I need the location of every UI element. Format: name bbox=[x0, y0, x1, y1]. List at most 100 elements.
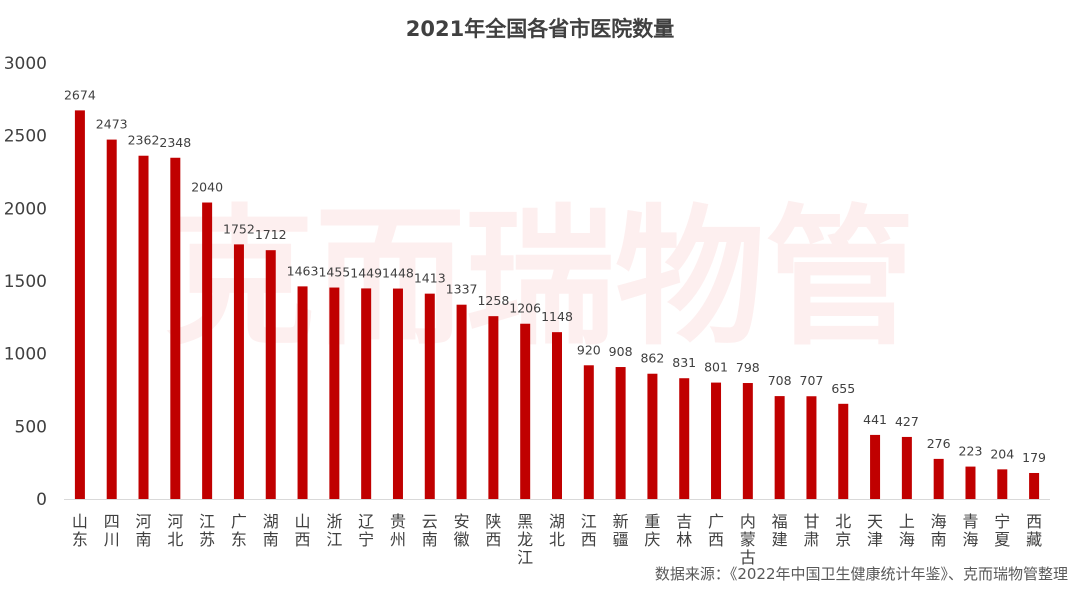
x-tick-label: 湖北 bbox=[549, 512, 565, 549]
data-label: 276 bbox=[927, 436, 951, 451]
x-tick-label: 上海 bbox=[899, 512, 915, 549]
bars bbox=[74, 110, 1040, 500]
x-tick-label: 广东 bbox=[231, 512, 247, 549]
bar bbox=[265, 250, 276, 499]
bar bbox=[138, 155, 149, 500]
x-tick-label: 湖南 bbox=[263, 512, 279, 549]
data-label: 1206 bbox=[509, 301, 541, 316]
source-note: 数据来源：《2022年中国卫生健康统计年鉴》、克而瑞物管整理 bbox=[655, 565, 1068, 583]
x-axis-labels: 山东四川河南河北江苏广东湖南山西浙江辽宁贵州云南安徽陕西黑龙江湖北江西新疆重庆吉… bbox=[72, 512, 1042, 567]
x-tick-label: 青海 bbox=[962, 512, 978, 549]
data-label: 1413 bbox=[414, 271, 446, 286]
bar bbox=[1029, 472, 1040, 499]
bar bbox=[615, 367, 626, 499]
data-label: 798 bbox=[736, 360, 760, 375]
data-label: 1455 bbox=[318, 265, 350, 280]
bar bbox=[965, 466, 976, 499]
bar bbox=[74, 110, 85, 500]
y-tick-label: 2000 bbox=[4, 199, 47, 219]
x-tick-label: 内蒙古 bbox=[740, 512, 756, 567]
x-tick-label: 安徽 bbox=[454, 512, 470, 549]
x-tick-label: 浙江 bbox=[326, 512, 342, 549]
data-label: 2473 bbox=[96, 117, 128, 132]
data-label: 1258 bbox=[477, 293, 509, 308]
x-tick-label: 四川 bbox=[104, 512, 120, 549]
data-label: 427 bbox=[895, 414, 919, 429]
x-tick-label: 辽宁 bbox=[358, 512, 374, 549]
bar bbox=[233, 244, 244, 499]
bar bbox=[106, 139, 117, 499]
data-label: 2674 bbox=[64, 87, 96, 102]
y-tick-label: 2500 bbox=[4, 127, 47, 147]
x-tick-label: 河北 bbox=[167, 512, 183, 549]
x-tick-label: 山东 bbox=[72, 512, 88, 549]
x-tick-label: 甘肃 bbox=[803, 512, 819, 549]
x-tick-label: 宁夏 bbox=[994, 512, 1010, 549]
bar bbox=[392, 288, 403, 499]
data-label: 441 bbox=[863, 412, 887, 427]
bar bbox=[583, 365, 594, 499]
data-label: 2348 bbox=[159, 135, 191, 150]
bar bbox=[424, 293, 435, 499]
y-tick-label: 1500 bbox=[4, 272, 47, 292]
data-label: 920 bbox=[577, 342, 601, 357]
data-label: 223 bbox=[959, 444, 983, 459]
x-tick-label: 广西 bbox=[708, 512, 724, 549]
bar bbox=[742, 383, 753, 499]
x-tick-label: 云南 bbox=[422, 512, 438, 549]
x-tick-label: 黑龙江 bbox=[517, 512, 533, 567]
bar bbox=[838, 403, 849, 499]
x-tick-label: 北京 bbox=[835, 512, 851, 549]
data-label: 1448 bbox=[382, 266, 414, 281]
bar bbox=[170, 157, 181, 500]
bar bbox=[488, 316, 499, 499]
x-tick-label: 陕西 bbox=[485, 512, 501, 549]
bar bbox=[361, 288, 372, 499]
x-tick-label: 新疆 bbox=[613, 512, 629, 549]
bar bbox=[520, 323, 531, 499]
bar bbox=[202, 202, 213, 499]
bar bbox=[647, 373, 658, 499]
data-label: 1463 bbox=[287, 263, 319, 278]
x-tick-label: 贵州 bbox=[390, 512, 406, 549]
bar bbox=[901, 436, 912, 499]
data-label: 831 bbox=[672, 355, 696, 370]
x-tick-label: 江苏 bbox=[199, 512, 215, 549]
x-tick-label: 西藏 bbox=[1026, 512, 1042, 549]
bar bbox=[297, 286, 308, 499]
data-label: 179 bbox=[1022, 450, 1046, 465]
bar bbox=[552, 332, 562, 499]
data-label: 801 bbox=[704, 360, 728, 375]
data-label: 1712 bbox=[255, 227, 287, 242]
watermark: 克而瑞物管 bbox=[165, 192, 915, 366]
data-label: 1449 bbox=[350, 265, 382, 280]
y-tick-label: 3000 bbox=[4, 54, 47, 74]
data-label: 708 bbox=[768, 373, 792, 388]
x-tick-label: 山西 bbox=[295, 512, 311, 549]
chart-title: 2021年全国各省市医院数量 bbox=[406, 17, 674, 41]
bar bbox=[774, 396, 785, 499]
data-label: 204 bbox=[990, 446, 1014, 461]
x-tick-label: 吉林 bbox=[676, 512, 692, 549]
data-label: 908 bbox=[609, 344, 633, 359]
bar bbox=[997, 469, 1008, 499]
bar bbox=[711, 382, 722, 499]
x-tick-label: 重庆 bbox=[644, 512, 660, 549]
y-tick-label: 500 bbox=[15, 417, 47, 437]
bar bbox=[933, 458, 944, 499]
x-tick-label: 福建 bbox=[772, 512, 788, 549]
bar bbox=[870, 434, 881, 499]
data-label: 2040 bbox=[191, 180, 223, 195]
bar bbox=[329, 287, 340, 499]
data-label: 862 bbox=[640, 351, 664, 366]
x-tick-label: 江西 bbox=[581, 512, 597, 549]
x-tick-label: 天津 bbox=[867, 512, 883, 549]
data-label: 707 bbox=[800, 373, 824, 388]
bar bbox=[679, 378, 690, 499]
data-label: 2362 bbox=[128, 133, 160, 148]
y-axis: 0 500 1000 1500 2000 2500 3000 bbox=[4, 54, 47, 510]
y-tick-label: 1000 bbox=[4, 345, 47, 365]
x-tick-label: 河南 bbox=[136, 512, 152, 549]
